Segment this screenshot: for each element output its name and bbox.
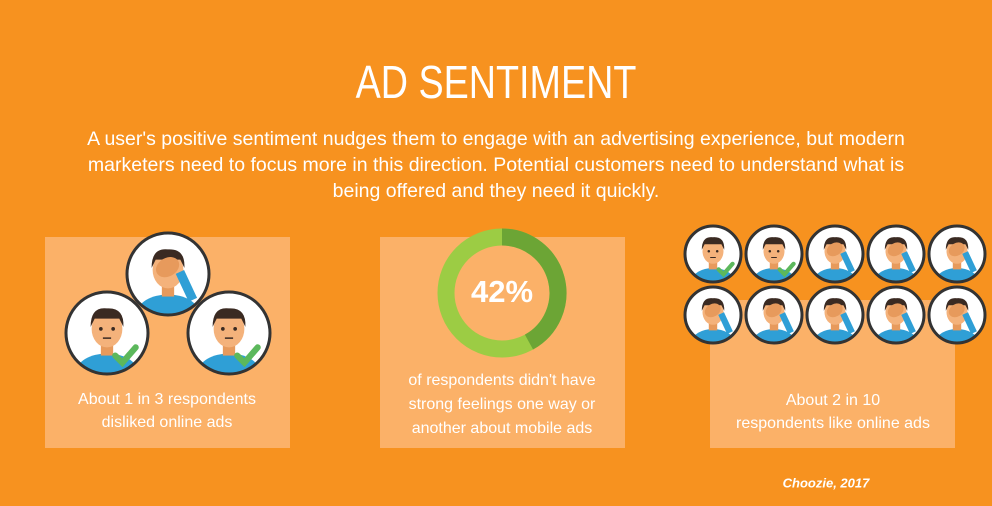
caption: About 2 in 10 — [786, 392, 880, 409]
face-ring — [64, 290, 150, 376]
head — [213, 310, 245, 348]
face-ring — [683, 224, 743, 284]
eye — [776, 249, 780, 253]
intro-line: being offered and they need it quickly. — [333, 180, 660, 202]
hand — [887, 303, 904, 318]
face-ring — [805, 224, 865, 284]
donut-label: 42% — [471, 274, 533, 309]
hair — [762, 237, 786, 250]
face-icon — [744, 285, 804, 345]
hair — [701, 237, 725, 250]
neck — [952, 320, 962, 331]
intro-line: marketers need to focus more in this dir… — [88, 154, 904, 176]
face-ring — [866, 285, 926, 345]
caption: disliked online ads — [102, 414, 233, 431]
faces — [64, 224, 987, 376]
caption: About 1 in 3 respondents — [78, 391, 256, 408]
face-icon — [186, 290, 272, 376]
hand — [704, 303, 721, 318]
caption: strong feelings one way or — [409, 396, 596, 413]
eye — [111, 327, 115, 331]
arm — [840, 312, 855, 334]
caption: another about mobile ads — [412, 420, 593, 437]
arm — [901, 312, 916, 334]
neck — [891, 259, 901, 270]
head — [91, 310, 123, 348]
arm — [962, 251, 977, 273]
eye — [233, 327, 237, 331]
face-icon — [683, 224, 743, 284]
face-icon — [683, 285, 743, 345]
hand — [948, 303, 965, 318]
arm — [175, 269, 198, 302]
eye — [99, 327, 103, 331]
neck — [708, 259, 718, 270]
face-icon — [927, 285, 987, 345]
hair — [90, 308, 124, 327]
arm — [779, 312, 794, 334]
face-ring — [186, 290, 272, 376]
arm — [901, 251, 916, 273]
check-mark — [777, 261, 796, 278]
face-ring — [744, 224, 804, 284]
face-ring — [125, 231, 211, 317]
face-inner — [753, 298, 795, 343]
face-icon — [805, 285, 865, 345]
neck — [952, 259, 962, 270]
check-mark — [112, 344, 139, 368]
hand — [948, 242, 965, 257]
face-icon — [64, 290, 150, 376]
title: AD SENTIMENT — [356, 57, 637, 108]
arm — [962, 312, 977, 334]
face-icon — [866, 224, 926, 284]
shoulders — [137, 294, 199, 315]
caption: respondents like online ads — [736, 415, 930, 432]
face-inner — [137, 249, 199, 315]
eye — [768, 249, 772, 253]
source: Choozie, 2017 — [783, 475, 870, 490]
face-icon — [125, 231, 211, 317]
arm — [718, 312, 733, 334]
donut-arc — [501, 228, 567, 350]
hand — [826, 242, 843, 257]
hand — [887, 242, 904, 257]
neck — [830, 320, 840, 331]
hand — [765, 303, 782, 318]
caption: of respondents didn't have — [408, 372, 595, 389]
hair — [212, 308, 246, 327]
neck — [830, 259, 840, 270]
face-icon — [866, 285, 926, 345]
check-mark — [716, 261, 735, 278]
intro-line: A user's positive sentiment nudges them … — [87, 128, 905, 150]
face-icon — [805, 224, 865, 284]
neck — [708, 320, 718, 331]
head — [702, 238, 724, 264]
face-ring — [683, 285, 743, 345]
neck — [769, 259, 779, 270]
arm — [840, 251, 855, 273]
head — [763, 238, 785, 264]
neck — [891, 320, 901, 331]
face-ring — [744, 285, 804, 345]
face-icon — [744, 224, 804, 284]
check-mark — [234, 344, 261, 368]
face-ring — [927, 285, 987, 345]
face-ring — [805, 285, 865, 345]
face-icon — [927, 224, 987, 284]
donut — [501, 228, 567, 350]
face-inner — [198, 308, 260, 374]
eye — [715, 249, 719, 253]
neck — [769, 320, 779, 331]
hand — [155, 257, 180, 278]
face-ring — [866, 224, 926, 284]
eye — [707, 249, 711, 253]
eye — [221, 327, 225, 331]
hand — [826, 303, 843, 318]
face-ring — [927, 224, 987, 284]
